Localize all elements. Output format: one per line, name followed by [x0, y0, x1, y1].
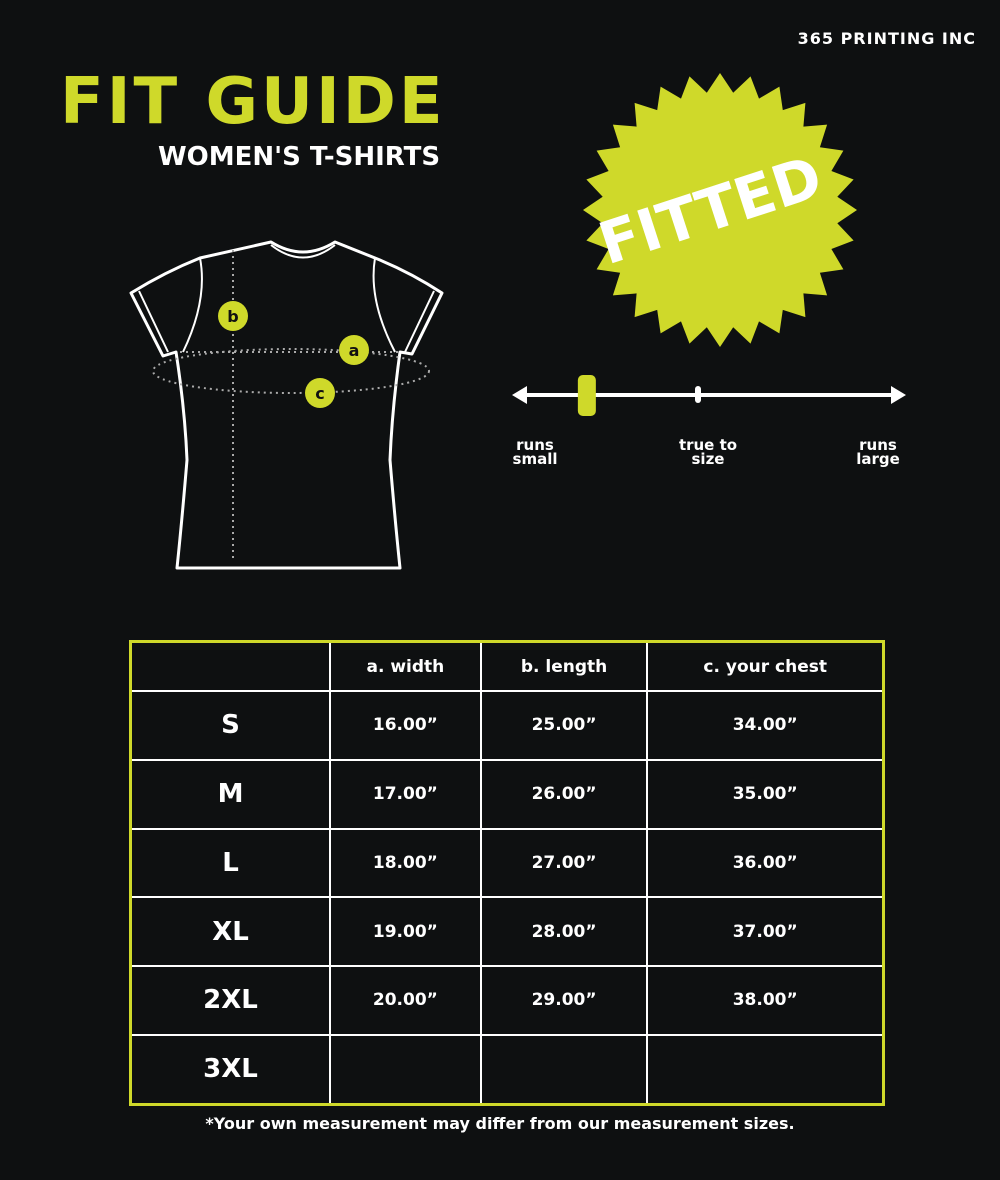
svg-text:c: c — [315, 384, 324, 403]
measure-cell: 28.00” — [479, 896, 649, 967]
footnote: *Your own measurement may differ from ou… — [205, 1114, 795, 1133]
header-width: a. width — [329, 641, 482, 692]
measure-cell: 38.00” — [646, 964, 884, 1036]
header-length: b. length — [479, 641, 649, 692]
table-row: L 18.00” 27.00” 36.00” — [130, 827, 884, 899]
table-row: 2XL 20.00” 29.00” 38.00” — [130, 964, 884, 1036]
illustration-layer: b a c FITTED — [129, 73, 906, 570]
tshirt-diagram — [129, 240, 444, 570]
measure-cell: 16.00” — [329, 690, 482, 761]
measure-cell: 35.00” — [646, 758, 884, 830]
page-subtitle: WOMEN'S T-SHIRTS — [158, 142, 441, 172]
table-header-row: a. width b. length c. your chest — [130, 641, 884, 692]
svg-text:b: b — [227, 307, 238, 326]
fit-indicator — [577, 375, 596, 416]
table-row: XL 19.00” 28.00” 37.00” — [130, 896, 884, 967]
measure-cell: 26.00” — [479, 758, 649, 830]
label-runs-small: runs small — [512, 436, 558, 468]
fit-scale — [512, 375, 906, 416]
measure-cell: 29.00” — [479, 964, 649, 1036]
measure-cell: 27.00” — [479, 827, 649, 899]
marker-b: b — [218, 301, 248, 331]
measure-cell: 37.00” — [646, 896, 884, 967]
size-label: 3XL — [130, 1033, 331, 1105]
table-row: M 17.00” 26.00” 35.00” — [130, 758, 884, 830]
size-label: XL — [130, 896, 331, 967]
measure-cell: 36.00” — [646, 827, 884, 899]
measure-cell — [479, 1033, 649, 1105]
size-label: 2XL — [130, 964, 331, 1036]
label-runs-large: runs large — [856, 436, 900, 468]
measure-cell — [329, 1033, 482, 1105]
table-row: 3XL — [130, 1033, 884, 1105]
true-to-size-tick — [695, 386, 701, 403]
measure-cell: 25.00” — [479, 690, 649, 761]
size-label: M — [130, 758, 331, 830]
header-chest: c. your chest — [646, 641, 884, 692]
size-table: a. width b. length c. your chest S 16.00”… — [129, 640, 885, 1106]
label-true-to-size: true to size — [678, 436, 738, 468]
measure-cell: 18.00” — [329, 827, 482, 899]
size-label: S — [130, 690, 331, 761]
page-title: FIT GUIDE — [60, 65, 446, 139]
measure-cell: 20.00” — [329, 964, 482, 1036]
table-row: S 16.00” 25.00” 34.00” — [130, 690, 884, 761]
marker-a: a — [339, 335, 369, 365]
svg-text:a: a — [349, 341, 360, 360]
brand-name: 365 PRINTING INC — [797, 29, 976, 48]
measure-cell: 19.00” — [329, 896, 482, 967]
fitted-badge: FITTED — [583, 73, 857, 347]
measure-cell — [646, 1033, 884, 1105]
size-label: L — [130, 827, 331, 899]
header-cell — [130, 641, 331, 692]
marker-c: c — [305, 378, 335, 408]
measure-cell: 34.00” — [646, 690, 884, 761]
measure-cell: 17.00” — [329, 758, 482, 830]
